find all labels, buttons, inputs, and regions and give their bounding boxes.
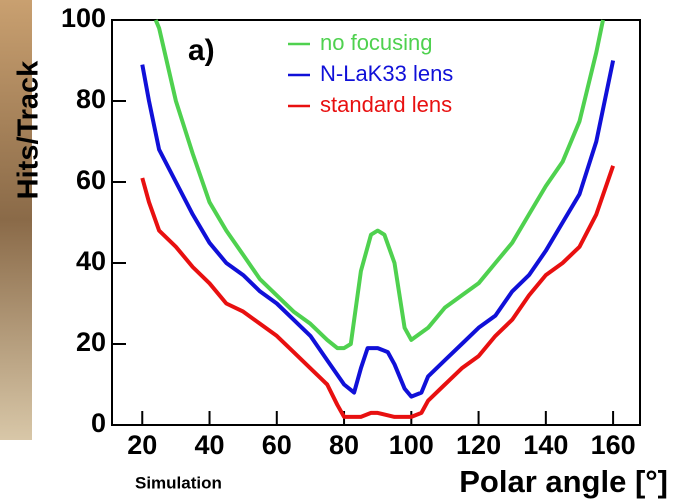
simulation-note: Simulation [135,473,222,492]
x-tick-label: 140 [523,430,568,460]
series-line [153,19,605,351]
x-tick-label: 40 [195,430,225,460]
x-axis-label: Polar angle [°] [459,464,668,499]
x-tick-label: 80 [329,430,359,460]
legend-label: N-LaK33 lens [320,61,453,86]
x-tick-label: 160 [591,430,636,460]
series-line [140,60,616,399]
y-tick-label: 40 [76,246,106,276]
x-tick-label: 120 [456,430,501,460]
y-tick-label: 60 [76,165,106,195]
x-tick-label: 60 [262,430,292,460]
y-axis-label: Hits/Track [13,60,45,199]
legend: no focusing N-LaK33 lens standard lens [288,30,453,117]
y-tick-label: 20 [76,327,106,357]
y-tick-label: 0 [91,408,106,438]
plot-frame [111,19,641,426]
x-tick-label: 20 [127,430,157,460]
y-tick-label: 100 [61,3,106,33]
legend-label: standard lens [320,92,452,117]
legend-label: no focusing [320,30,433,55]
y-tick-label: 80 [76,84,106,114]
series-line [140,165,615,419]
photo-strip [0,0,32,440]
panel-label: a) [188,34,215,67]
x-tick-label: 100 [389,430,434,460]
